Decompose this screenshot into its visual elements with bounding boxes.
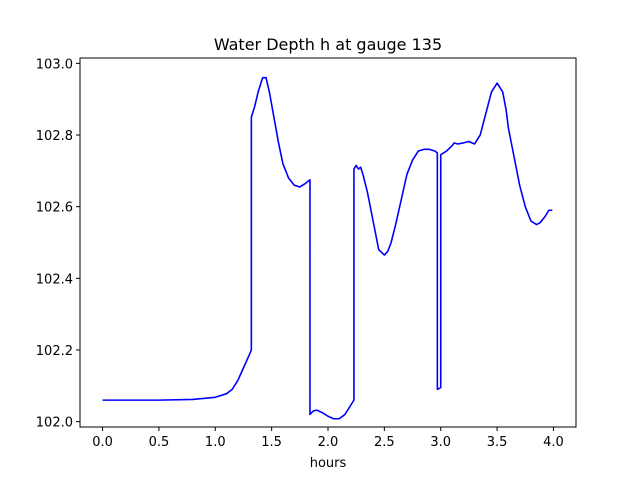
x-tick-label: 0.5: [149, 435, 170, 450]
x-tick-label: 2.0: [318, 435, 339, 450]
y-tick-label: 103.0: [36, 57, 73, 72]
x-axis: 0.0 0.5 1.0 1.5 2.0 2.5 3.0 3.5 4.0: [92, 427, 564, 450]
x-tick-label: 4.0: [543, 435, 564, 450]
y-tick-label: 102.8: [36, 129, 73, 144]
plot-area: [102, 76, 553, 420]
y-axis: 102.0 102.2 102.4 102.6 102.8 103.0: [36, 57, 80, 431]
x-tick-label: 1.0: [205, 435, 226, 450]
x-tick-label: 3.0: [430, 435, 451, 450]
series-line-0: [102, 76, 553, 420]
y-tick-label: 102.0: [36, 416, 73, 431]
x-tick-label: 2.5: [374, 435, 395, 450]
y-tick-label: 102.6: [36, 201, 73, 216]
y-tick-label: 102.2: [36, 344, 73, 359]
x-tick-label: 1.5: [261, 435, 282, 450]
plot-frame: [79, 57, 577, 428]
chart-title: Water Depth h at gauge 135: [214, 35, 442, 54]
x-axis-label: hours: [310, 456, 347, 471]
x-tick-label: 3.5: [487, 435, 508, 450]
x-tick-label: 0.0: [92, 435, 113, 450]
y-tick-label: 102.4: [36, 272, 73, 287]
